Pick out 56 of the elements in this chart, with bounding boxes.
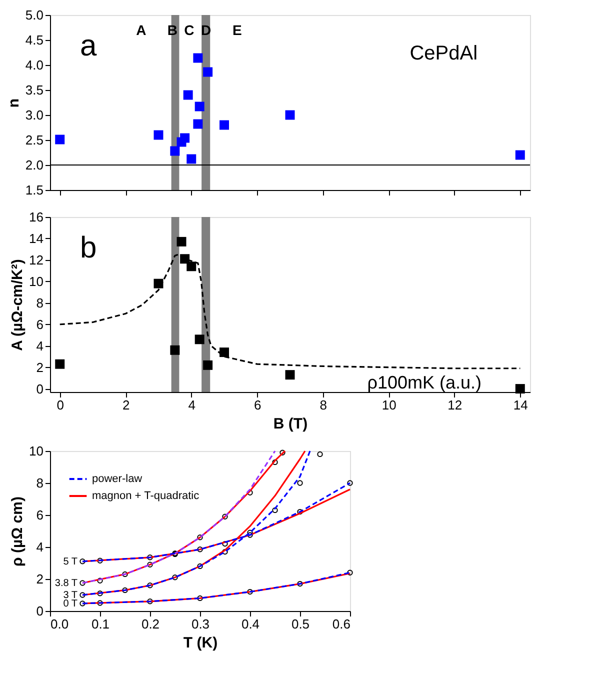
y-tick-label: 14 — [29, 230, 44, 246]
x-tick-label: 8 — [320, 398, 327, 412]
legend-label: power-law — [92, 473, 142, 485]
x-tick-label: 14 — [513, 398, 528, 412]
y-tick-label: 1.5 — [25, 182, 44, 198]
y-tick-label: 0 — [36, 381, 44, 396]
y-tick-label: 0 — [36, 604, 44, 618]
y-tick-label: 6 — [36, 316, 44, 332]
y-tick-label: 16 — [29, 210, 44, 224]
y-tick-label: 6 — [36, 508, 44, 522]
y-tick-label: 10 — [29, 274, 44, 289]
y-axis-title: A (µΩ-cm/K²) — [9, 259, 26, 351]
x-tick-label: 10 — [382, 398, 396, 412]
y-tick-label: 4 — [36, 540, 44, 554]
x-tick-label: 0.6 — [332, 616, 350, 632]
y-tick-label: 8 — [36, 476, 44, 490]
y-tick-label: 4 — [36, 338, 44, 354]
annotation: E — [232, 22, 242, 38]
y-tick-label: 3.0 — [25, 108, 44, 122]
annotation: a — [80, 30, 98, 62]
series-label: 5 T — [63, 556, 78, 568]
x-tick-label: 12 — [448, 398, 462, 412]
x-tick-label: 0.4 — [241, 616, 260, 632]
x-tick-label: 4 — [188, 398, 196, 412]
annotation: b — [80, 232, 97, 264]
y-axis-title: n — [5, 98, 22, 108]
y-tick-label: 10 — [29, 444, 44, 458]
x-tick-label: 0.0 — [50, 616, 69, 632]
annotation: ρ100mK (a.u.) — [367, 372, 482, 392]
series-label: 0 T — [63, 598, 78, 610]
x-tick-label: 2 — [122, 398, 130, 412]
annotation: C — [184, 22, 194, 38]
x-tick-label: 0.1 — [91, 616, 110, 632]
y-tick-label: 4.0 — [25, 58, 44, 72]
x-tick-label: 0 — [56, 398, 64, 412]
x-tick-label: 0.3 — [191, 616, 210, 632]
y-tick-label: 8 — [36, 295, 44, 310]
x-axis-title: T (K) — [183, 634, 218, 652]
legend-label: magnon + T-quadratic — [92, 490, 200, 502]
x-tick-label: 0.5 — [291, 616, 310, 632]
x-tick-label: 6 — [254, 398, 262, 412]
y-axis-title: ρ (µΩ cm) — [9, 496, 26, 566]
y-tick-label: 3.5 — [25, 82, 44, 98]
y-tick-label: 12 — [29, 252, 44, 268]
series-label: 3.8 T — [54, 578, 78, 589]
y-tick-label: 2 — [36, 360, 44, 375]
y-tick-label: 4.5 — [25, 32, 44, 48]
y-tick-label: 2.0 — [25, 158, 44, 172]
x-axis-title: B (T) — [273, 416, 308, 432]
x-tick-label: 0.2 — [141, 616, 160, 632]
y-tick-label: 5.0 — [25, 8, 44, 22]
series-label: 3 T — [63, 590, 78, 601]
annotation: A — [136, 22, 146, 38]
y-tick-label: 2.5 — [25, 132, 44, 148]
annotation: CePdAl — [410, 42, 478, 64]
y-tick-label: 2 — [36, 572, 44, 586]
